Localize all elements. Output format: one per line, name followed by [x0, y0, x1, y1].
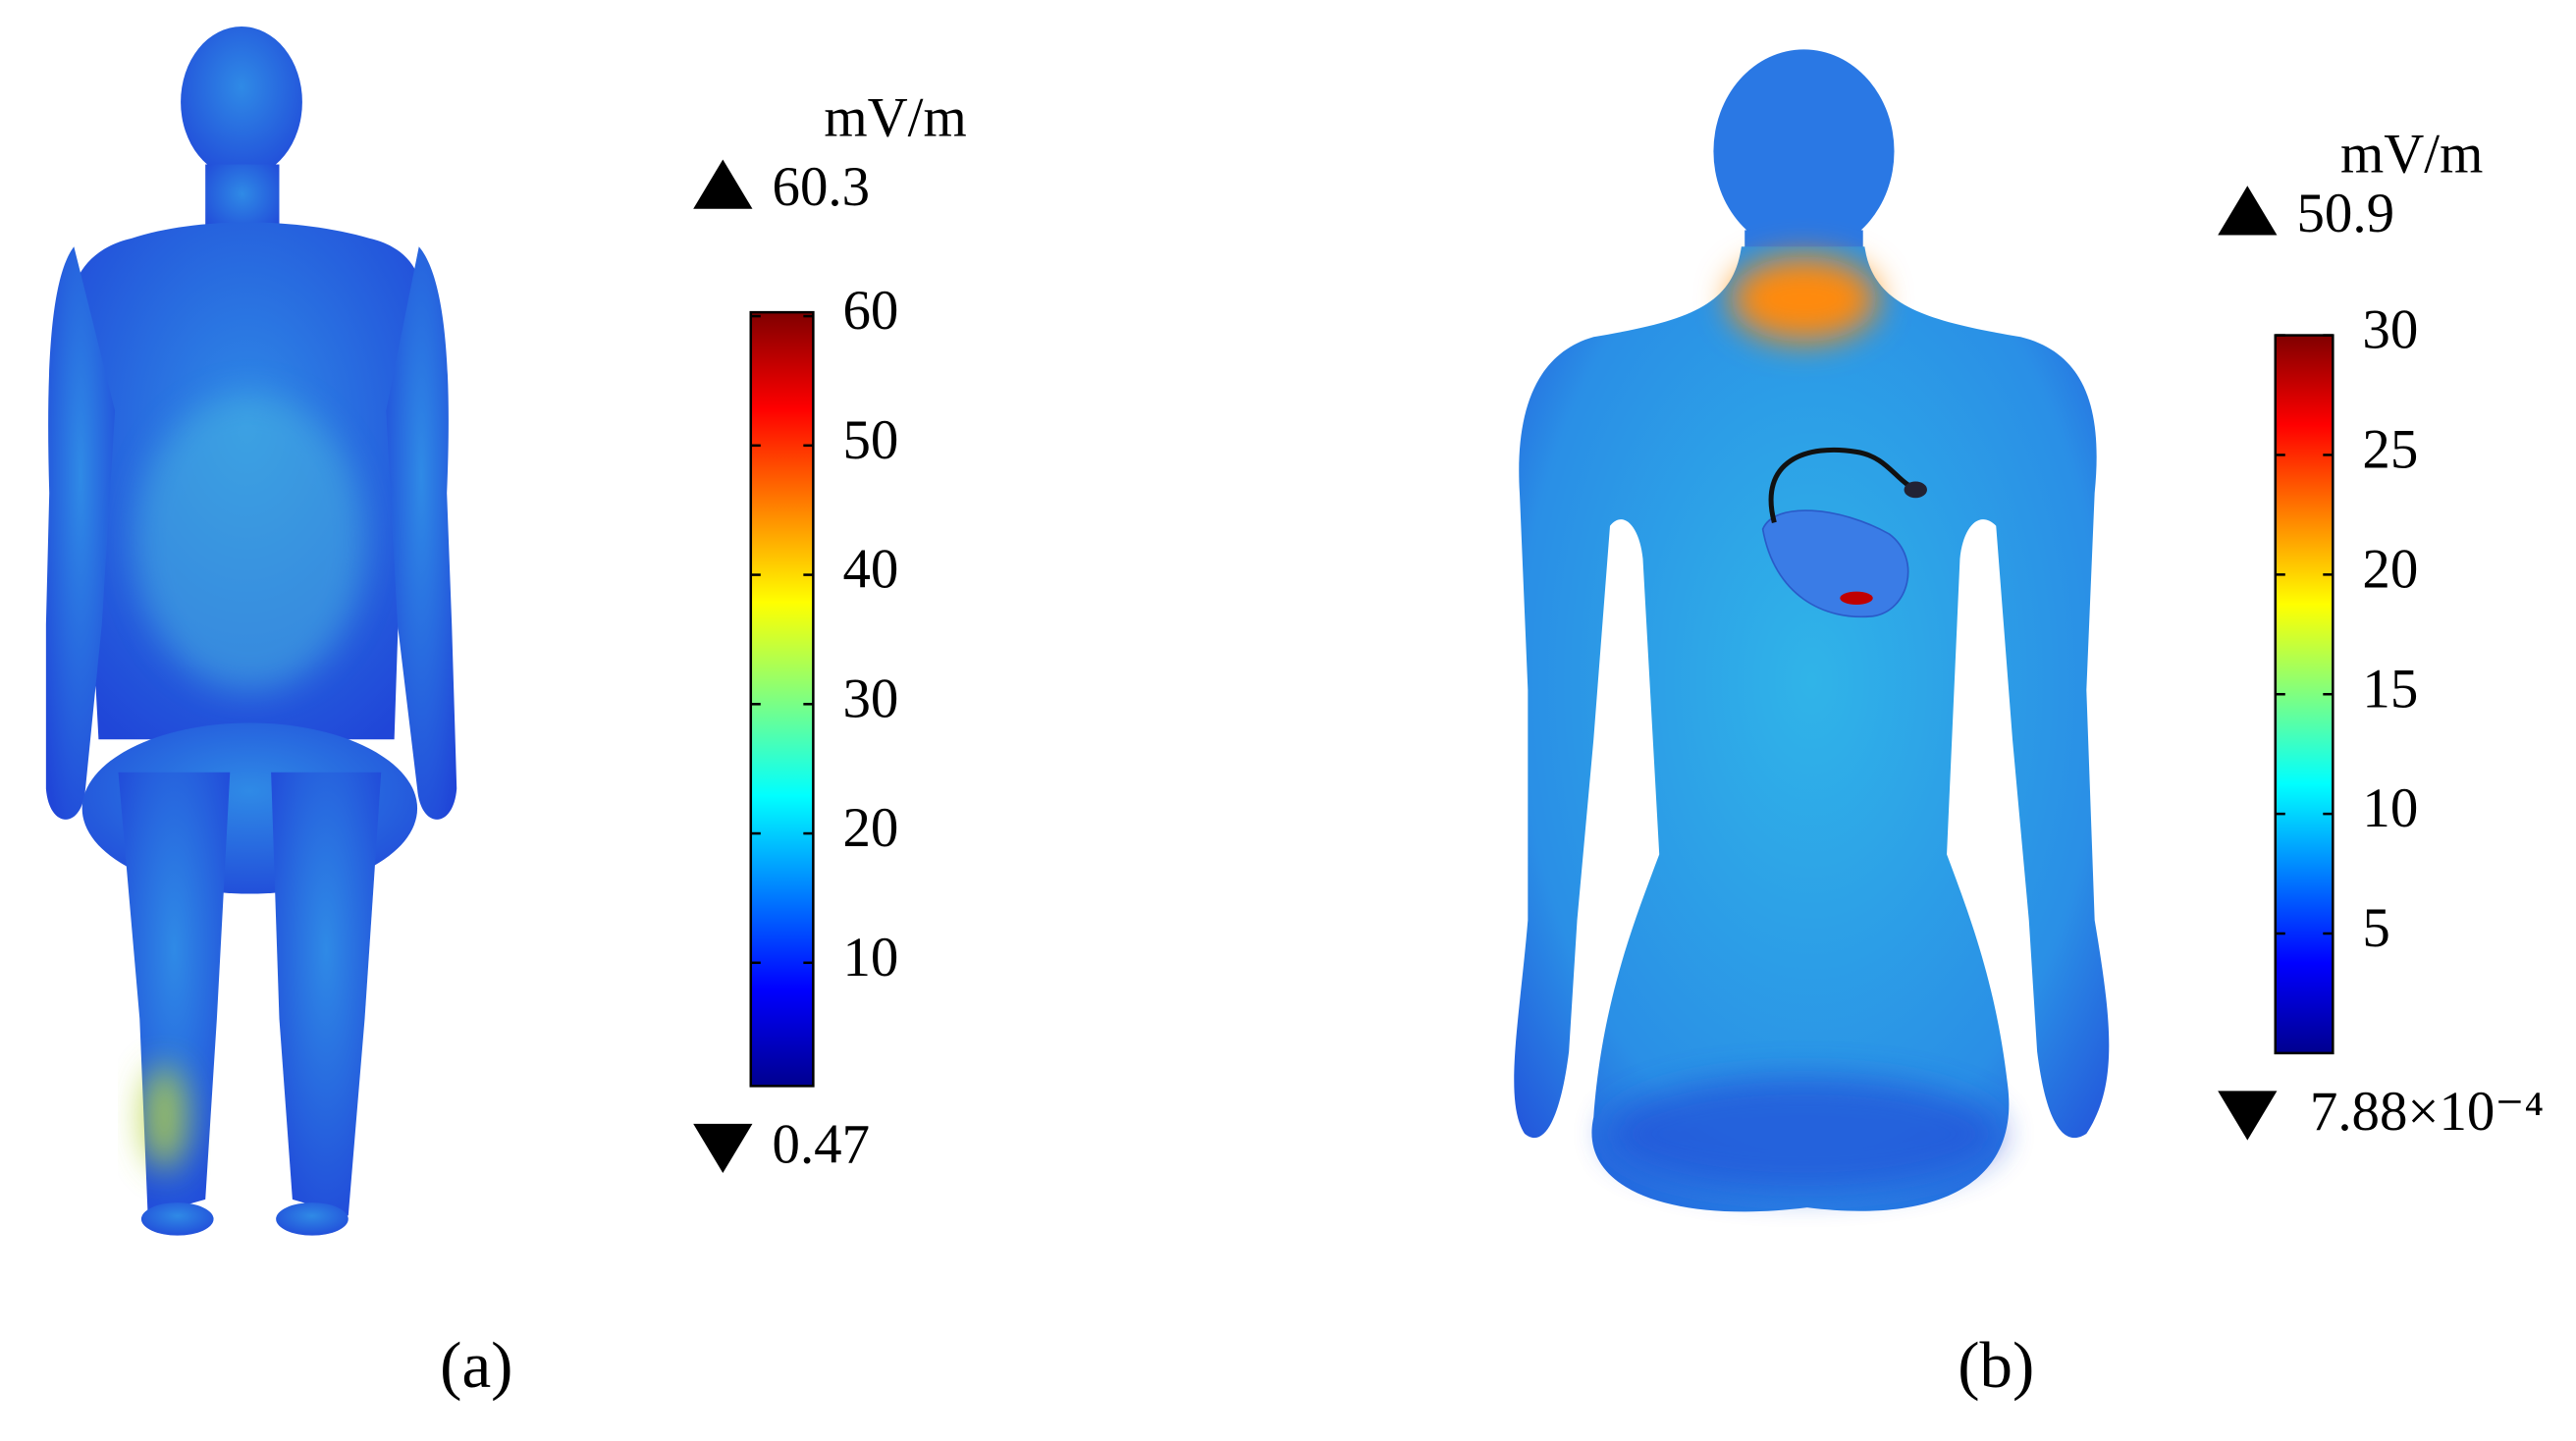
- colorbar-tick-label: 20: [842, 797, 898, 859]
- panel-label: (b): [1958, 1329, 2034, 1402]
- unit-label: mV/m: [824, 87, 966, 149]
- body-model-a: [45, 26, 457, 1236]
- colorbar-tick-label: 15: [2362, 658, 2418, 720]
- colorbar-tick-label: 10: [2362, 777, 2418, 839]
- unit-label: mV/m: [2340, 124, 2483, 186]
- colorbar-tick-label: 20: [2362, 538, 2418, 600]
- min-marker: [693, 1123, 753, 1174]
- min-value: 7.88×10⁻⁴: [2310, 1081, 2544, 1143]
- colorbar-tick-label: 30: [842, 667, 898, 729]
- min-value: 0.47: [773, 1114, 871, 1176]
- max-value: 50.9: [2297, 183, 2395, 244]
- min-marker: [2218, 1091, 2278, 1141]
- colorbar: [749, 310, 815, 1088]
- max-marker: [693, 159, 753, 209]
- colorbar-tick-label: 60: [842, 280, 898, 342]
- max-marker: [2218, 186, 2278, 236]
- colorbar-tick-label: 10: [842, 927, 898, 988]
- colorbar-tick-label: 50: [842, 409, 898, 471]
- panel-label: (a): [440, 1329, 512, 1402]
- colorbar-tick-label: 25: [2362, 419, 2418, 481]
- max-value: 60.3: [773, 156, 871, 218]
- body-model-b: [1514, 49, 2110, 1212]
- colorbar-tick-label: 40: [842, 539, 898, 601]
- colorbar-tick-label: 5: [2362, 897, 2389, 959]
- colorbar-tick-label: 30: [2362, 299, 2418, 361]
